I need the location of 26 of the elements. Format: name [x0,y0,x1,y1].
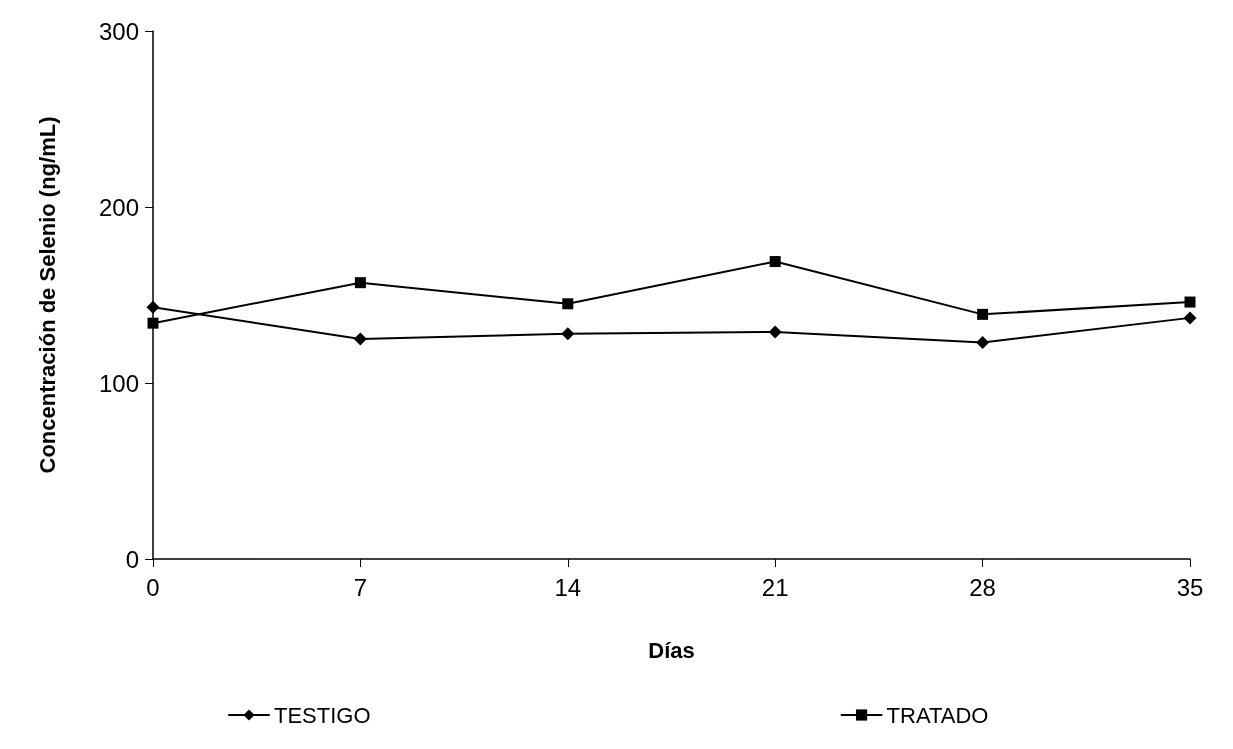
point [562,298,574,310]
point [769,256,781,268]
x-tick-label: 0 [146,573,160,601]
point [147,317,159,329]
point [146,300,160,314]
x-tick-label: 7 [353,573,368,601]
y-tick-label: 200 [98,193,139,221]
point [354,277,366,289]
x-tick-label: 35 [1176,573,1204,601]
point [977,308,989,320]
x-tick-label: 21 [761,573,789,601]
y-tick-label: 0 [125,545,139,573]
point [1184,296,1196,308]
x-axis-title: Días [648,637,695,663]
point [353,332,367,346]
y-axis-title: Concentración de Selenio (ng/mL) [34,116,60,474]
point [1183,311,1197,325]
x-tick-label: 14 [554,573,582,601]
y-tick-label: 100 [98,369,139,397]
point [976,336,990,350]
legend-label: TRATADO [886,702,989,728]
point [768,325,782,339]
x-tick-label: 28 [969,573,996,601]
legend-label: TESTIGO [274,702,371,728]
point [561,327,575,341]
y-tick-label: 300 [98,17,139,45]
